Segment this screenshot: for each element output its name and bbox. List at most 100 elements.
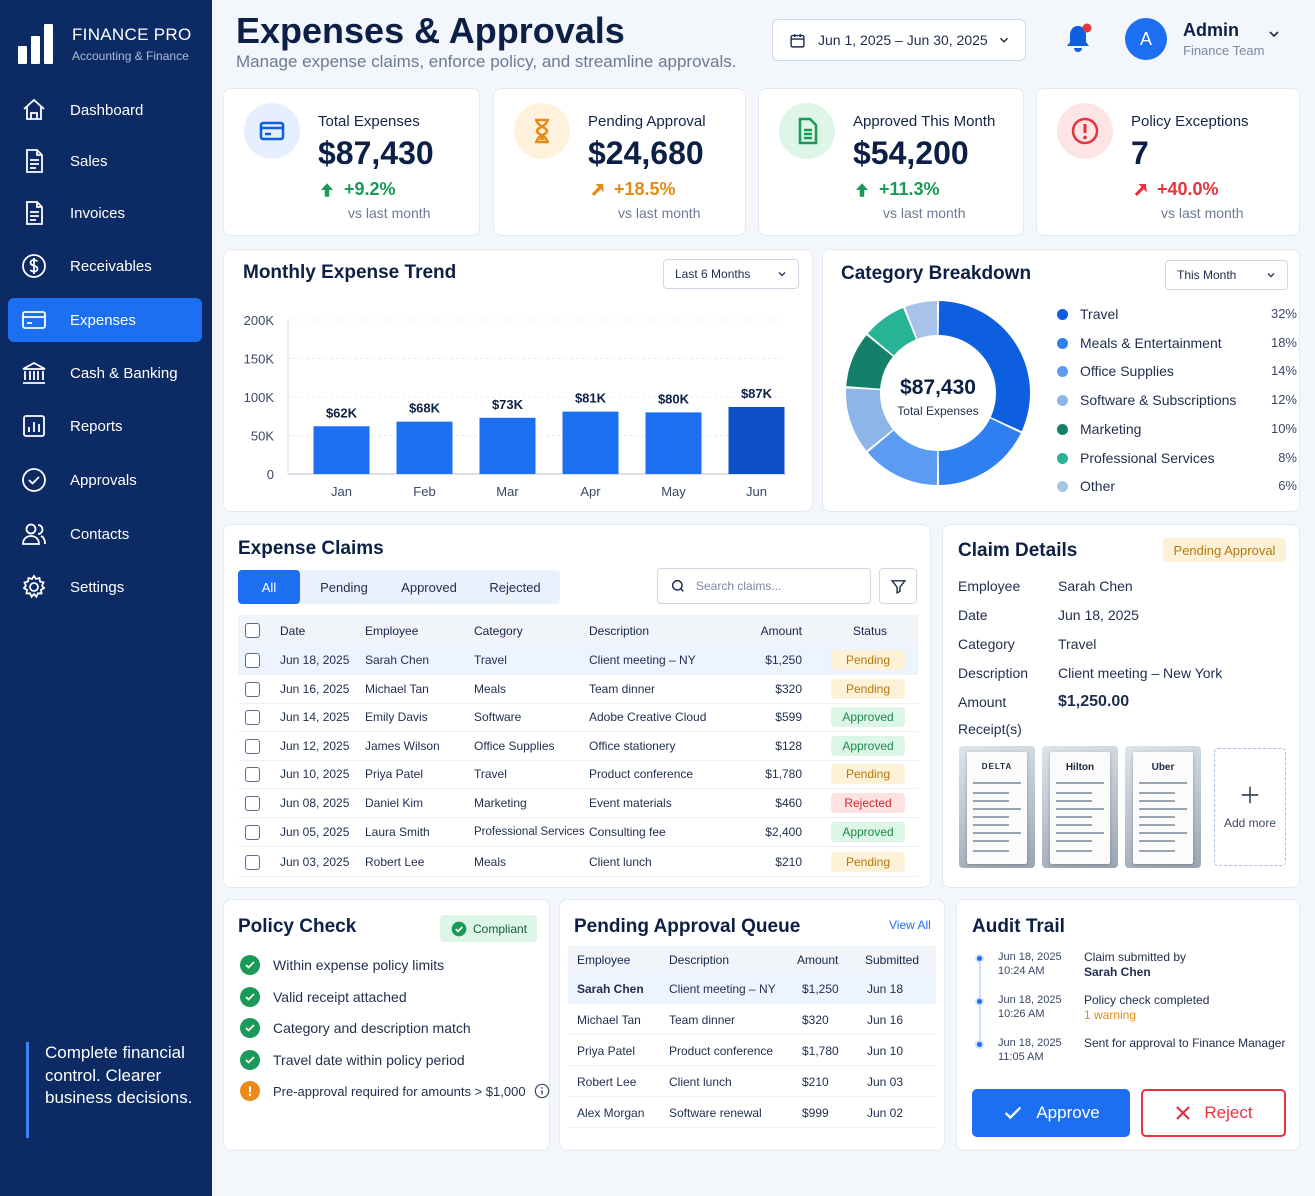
cell-description: Consulting fee — [589, 825, 666, 839]
sidebar-item-contacts[interactable]: Contacts — [8, 512, 202, 556]
table-row[interactable]: Jun 08, 2025 Daniel Kim Marketing Event mat… — [238, 789, 918, 818]
chevron-down-icon — [1267, 273, 1275, 278]
cell-amount: $210 — [802, 1074, 829, 1089]
column-header-status[interactable]: Status — [852, 623, 887, 638]
check-circle-icon — [240, 1049, 260, 1070]
bar[interactable] — [313, 426, 370, 474]
cell-category: Travel — [474, 767, 507, 781]
queue-row[interactable]: Robert Lee Client lunch $210 Jun 03 — [568, 1067, 936, 1097]
kpi-card[interactable]: Policy Exceptions 7 +40.0% vs last month — [1036, 88, 1300, 236]
filter-icon — [890, 579, 906, 594]
donut-slice[interactable] — [938, 418, 1021, 485]
sidebar-item-invoices[interactable]: Invoices — [8, 191, 202, 235]
sidebar-item-label: Settings — [70, 578, 125, 596]
row-checkbox[interactable] — [245, 681, 260, 697]
table-row[interactable]: Jun 05, 2025 Laura Smith Professional Serv… — [238, 818, 918, 847]
table-row[interactable]: Jun 16, 2025 Michael Tan Meals Team dinner $… — [238, 675, 918, 704]
row-checkbox[interactable] — [245, 795, 260, 811]
finance-logo-icon — [18, 24, 54, 64]
trend-range-select[interactable]: Last 6 Months — [663, 259, 799, 289]
receipt-thumbnail[interactable]: DELTA — [959, 746, 1035, 868]
hourglass-icon — [514, 103, 570, 159]
bar[interactable] — [562, 411, 619, 474]
sidebar-item-approvals[interactable]: Approvals — [8, 458, 202, 502]
chevron-down-icon — [999, 37, 1009, 43]
row-checkbox[interactable] — [245, 709, 260, 725]
info-icon[interactable] — [534, 1083, 550, 1099]
column-header-employee[interactable]: Employee — [365, 623, 419, 638]
sidebar-item-sales[interactable]: Sales — [8, 139, 202, 183]
queue-table-header: Employee Description Amount Submitted — [568, 946, 936, 974]
queue-row[interactable]: Sarah Chen Client meeting – NY $1,250 Jun 1… — [568, 974, 936, 1004]
table-row[interactable]: Jun 12, 2025 James Wilson Office Supplies O… — [238, 732, 918, 761]
reject-button[interactable]: Reject — [1141, 1089, 1286, 1137]
row-checkbox[interactable] — [245, 766, 260, 782]
bar[interactable] — [396, 421, 453, 474]
queue-row[interactable]: Priya Patel Product conference $1,780 Jun 1… — [568, 1036, 936, 1066]
donut-slice[interactable] — [846, 388, 893, 451]
alert-circle-icon — [1057, 103, 1113, 159]
legend-label: Office Supplies — [1080, 363, 1174, 380]
queue-row[interactable]: Alex Morgan Software renewal $999 Jun 02 — [568, 1098, 936, 1128]
view-all-link[interactable]: View All — [889, 918, 931, 932]
table-row[interactable]: Jun 18, 2025 Sarah Chen Travel Client meeti… — [238, 646, 918, 675]
sidebar-item-expenses[interactable]: Expenses — [8, 298, 202, 342]
receipt-thumbnail[interactable]: Hilton — [1042, 746, 1118, 868]
avatar[interactable]: A — [1125, 18, 1167, 60]
cell-status: Approved — [831, 818, 905, 846]
breakdown-range-select[interactable]: This Month — [1165, 260, 1288, 290]
kpi-card[interactable]: Total Expenses $87,430 +9.2% vs last month — [223, 88, 480, 236]
donut-slice[interactable] — [846, 335, 893, 389]
column-header-category[interactable]: Category — [474, 623, 523, 638]
y-tick-label: 50K — [251, 429, 274, 444]
receipt-line — [973, 832, 1021, 834]
credit-card-icon — [22, 311, 46, 329]
donut-slice[interactable] — [867, 430, 938, 485]
column-header-date[interactable]: Date — [280, 623, 306, 638]
kpi-card[interactable]: Pending Approval $24,680 +18.5% vs last mon… — [493, 88, 746, 236]
donut-slice[interactable] — [867, 307, 917, 356]
kpi-card[interactable]: Approved This Month $54,200 +11.3% vs last … — [758, 88, 1024, 236]
donut-slice[interactable] — [905, 301, 938, 339]
date-range-label: Jun 1, 2025 – Jun 30, 2025 — [818, 32, 988, 48]
user-menu-chevron-icon[interactable] — [1266, 26, 1282, 42]
select-all-checkbox[interactable] — [245, 623, 260, 638]
row-checkbox[interactable] — [245, 738, 260, 754]
sidebar-item-reports[interactable]: Reports — [8, 404, 202, 448]
tab-rejected[interactable]: Rejected — [489, 579, 541, 595]
receipt-brand: Hilton — [1065, 762, 1095, 773]
sidebar-item-dashboard[interactable]: Dashboard — [8, 88, 202, 132]
column-header-description[interactable]: Description — [589, 623, 650, 638]
table-row[interactable]: Jun 03, 2025 Robert Lee Meals Client lunch $… — [238, 848, 918, 877]
tab-pending[interactable]: Pending — [320, 579, 368, 595]
row-checkbox[interactable] — [245, 854, 260, 870]
column-header-amount[interactable]: Amount — [760, 623, 802, 638]
add-receipt-button[interactable]: Add more — [1214, 748, 1286, 866]
sidebar-item-receivables[interactable]: Receivables — [8, 244, 202, 288]
approve-button[interactable]: Approve — [972, 1089, 1130, 1137]
receipt-thumbnail[interactable]: Uber — [1125, 746, 1201, 868]
user-name[interactable]: Admin — [1183, 20, 1239, 40]
tab-approved[interactable]: Approved — [401, 579, 457, 595]
check-circle-icon — [451, 921, 467, 936]
row-checkbox[interactable] — [245, 824, 260, 840]
bar[interactable] — [645, 412, 702, 474]
sidebar-item-settings[interactable]: Settings — [8, 565, 202, 609]
donut-slice[interactable] — [938, 301, 1030, 432]
legend-percent: 10% — [1270, 420, 1297, 436]
tab-all[interactable]: All — [238, 570, 300, 604]
bar[interactable] — [728, 407, 785, 474]
cell-date: Jun 05, 2025 — [280, 825, 350, 839]
search-claims-input[interactable]: Search claims... — [657, 568, 871, 604]
queue-row[interactable]: Michael Tan Team dinner $320 Jun 16 — [568, 1005, 936, 1035]
date-range-picker[interactable]: Jun 1, 2025 – Jun 30, 2025 — [772, 19, 1026, 61]
table-row[interactable]: Jun 14, 2025 Emily Davis Software Adobe Cre… — [238, 703, 918, 732]
table-row[interactable]: Jun 10, 2025 Priya Patel Travel Product con… — [238, 760, 918, 789]
notification-bell-icon[interactable] — [1062, 22, 1094, 61]
cell-date: Jun 12, 2025 — [280, 739, 350, 753]
row-checkbox[interactable] — [245, 652, 260, 668]
filter-button[interactable] — [879, 568, 917, 604]
bar[interactable] — [479, 417, 536, 474]
brand[interactable]: FINANCE PRO Accounting & Finance — [18, 24, 191, 64]
sidebar-item-cash-banking[interactable]: Cash & Banking — [8, 351, 202, 395]
